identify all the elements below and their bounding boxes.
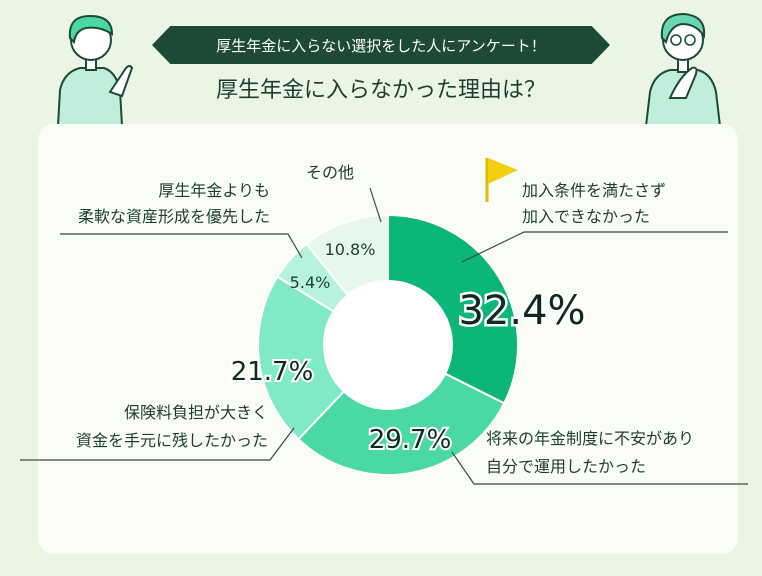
donut-slice-5 [304,213,389,297]
donut-slice-3 [257,275,346,441]
label-slice-1-line2: 加入できなかった [522,207,650,226]
person-left-illustration [56,14,134,126]
leader-line-4 [60,233,303,259]
leader-line-3 [20,427,295,461]
value-label-5: 10.8% [325,240,376,259]
leader-line-5 [369,187,382,223]
label-slice-2-line2: 自分で運用したかった [486,457,646,476]
chart-title: 厚生年金に入らなかった理由は？ [215,78,546,103]
person-right-illustration [644,12,722,126]
survey-banner: 厚生年金に入らない選択をした人にアンケート！ [152,26,610,64]
label-slice-4-line2: 柔軟な資産形成を優先した [78,207,270,226]
value-label-2: 29.7% [369,425,452,455]
label-slice-5: その他 [306,163,354,182]
value-label-3: 21.7% [231,357,314,387]
donut-slice-2 [297,372,506,476]
flag-icon [485,158,518,202]
label-slice-1-line1: 加入条件を満たさず [522,181,666,200]
value-label-1: 32.4% [458,288,585,334]
banner-text: 厚生年金に入らない選択をした人にアンケート！ [216,36,546,55]
leader-line-1 [461,231,728,263]
donut-slice-1 [387,213,519,405]
donut-hole [325,282,451,408]
label-slice-3-line1: 保険料負担が大きく [124,403,268,422]
value-label-4: 5.4% [290,273,331,292]
label-slice-2-line1: 将来の年金制度に不安があり [486,429,694,448]
label-slice-4-line1: 厚生年金よりも [158,181,270,200]
label-slice-3-line2: 資金を手元に残したかった [76,431,268,450]
leader-line-2 [451,451,748,485]
